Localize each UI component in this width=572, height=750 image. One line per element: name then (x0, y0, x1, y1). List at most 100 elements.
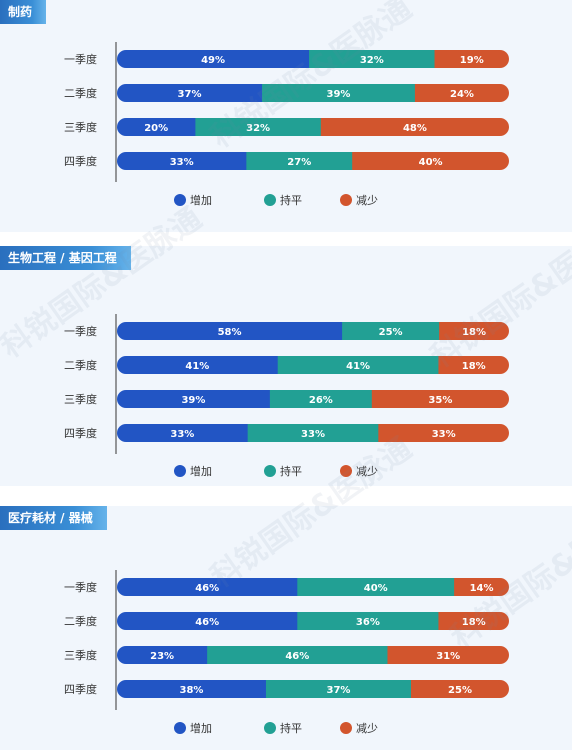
legend-label: 增加 (190, 721, 212, 735)
legend-marker (174, 722, 186, 734)
data-label: 40% (364, 583, 388, 594)
bar-segment (309, 50, 436, 68)
bar-segment (438, 356, 509, 374)
bar-segment (117, 152, 247, 170)
legend-label: 减少 (356, 722, 378, 735)
data-label: 19% (460, 55, 484, 66)
legend-label: 增加 (190, 193, 212, 207)
data-label: 49% (201, 55, 225, 66)
legend-marker (264, 194, 276, 206)
legend-label: 增加 (190, 464, 212, 478)
data-label: 23% (150, 651, 174, 662)
data-label: 46% (285, 651, 309, 662)
bar-segment (117, 84, 263, 102)
bar-segment (342, 322, 440, 340)
bar-segment (117, 578, 298, 596)
legend-marker (264, 465, 276, 477)
data-label: 20% (144, 123, 168, 134)
data-label: 38% (180, 685, 204, 696)
y-tick-label: 一季度 (64, 324, 97, 338)
bar-segment (414, 84, 509, 102)
bar-segment (262, 84, 416, 102)
data-label: 33% (170, 429, 194, 440)
y-tick-label: 三季度 (64, 120, 97, 134)
bar-segment (438, 612, 509, 630)
legend-label: 持平 (280, 193, 302, 207)
data-label: 32% (246, 123, 270, 134)
y-tick-label: 二季度 (64, 614, 97, 628)
data-label: 33% (301, 429, 325, 440)
bar-segment (117, 50, 310, 68)
bar-segment (439, 322, 509, 340)
bar-segment (117, 118, 196, 136)
data-label: 46% (195, 583, 219, 594)
data-label: 41% (346, 361, 370, 372)
chart-panel-pharma: 制药 一季度 49% 32% 19% 二季度 37% 39% 24% 三季度 20% 32% 48% 四… (0, 0, 572, 232)
legend-label: 减少 (356, 194, 378, 207)
y-tick-label: 二季度 (64, 86, 97, 100)
stacked-bar-chart: 一季度 46% 40% 14% 二季度 46% 36% 18% 三季度 23% 46% 31% 四季度 3… (64, 570, 509, 735)
legend-marker (174, 465, 186, 477)
legend-marker (340, 722, 352, 734)
bar-segment (371, 390, 509, 408)
data-label: 40% (419, 157, 443, 168)
chart-title: 生物工程 / 基因工程 (0, 246, 131, 270)
legend-label: 持平 (280, 464, 302, 478)
chart-title: 制药 (0, 0, 47, 24)
y-tick-label: 四季度 (64, 426, 97, 440)
bar-segment (352, 152, 509, 170)
bar-segment (297, 612, 439, 630)
stacked-bar-chart: 一季度 58% 25% 18% 二季度 41% 41% 18% 三季度 39% 26% 35% 四季度 3… (64, 314, 509, 478)
data-label: 39% (327, 89, 351, 100)
bar-segment (411, 680, 509, 698)
data-label: 31% (436, 651, 460, 662)
bar-segment (320, 118, 509, 136)
stacked-bar-chart: 一季度 49% 32% 19% 二季度 37% 39% 24% 三季度 20% 32% 48% 四季度 3… (64, 42, 509, 207)
bar-segment (117, 424, 249, 442)
chart-title: 医疗耗材 / 器械 (0, 506, 107, 530)
bar-segment (269, 390, 373, 408)
legend-label: 持平 (280, 721, 302, 735)
data-label: 14% (470, 583, 494, 594)
legend-marker (340, 194, 352, 206)
data-label: 46% (195, 617, 219, 628)
bar-segment (117, 390, 271, 408)
data-label: 26% (309, 395, 333, 406)
y-tick-label: 二季度 (64, 358, 97, 372)
bar-segment (117, 680, 267, 698)
data-label: 25% (379, 327, 403, 338)
data-label: 48% (403, 123, 427, 134)
bar-segment (195, 118, 322, 136)
data-label: 18% (462, 617, 486, 628)
data-label: 37% (178, 89, 202, 100)
data-label: 18% (462, 327, 486, 338)
data-label: 36% (356, 617, 380, 628)
data-label: 32% (360, 55, 384, 66)
data-label: 27% (287, 157, 311, 168)
legend-marker (264, 722, 276, 734)
bar-segment (246, 152, 353, 170)
bar-segment (387, 646, 509, 664)
bar-segment (277, 356, 439, 374)
chart-panel-biotech: 生物工程 / 基因工程 一季度 58% 25% 18% 二季度 41% 41% 18% 三季度 3… (0, 246, 572, 486)
data-label: 24% (450, 89, 474, 100)
data-label: 25% (448, 685, 472, 696)
data-label: 37% (327, 685, 351, 696)
bar-segment (117, 646, 208, 664)
bar-segment (117, 612, 298, 630)
y-tick-label: 一季度 (64, 580, 97, 594)
data-label: 39% (181, 395, 205, 406)
y-tick-label: 一季度 (64, 52, 97, 66)
bar-segment (247, 424, 379, 442)
bar-segment (378, 424, 509, 442)
bar-segment (454, 578, 509, 596)
bar-segment (434, 50, 509, 68)
data-label: 33% (170, 157, 194, 168)
legend-label: 减少 (356, 465, 378, 478)
data-label: 33% (432, 429, 456, 440)
y-tick-label: 三季度 (64, 392, 97, 406)
bar-segment (207, 646, 388, 664)
bar-segment (297, 578, 455, 596)
y-tick-label: 四季度 (64, 682, 97, 696)
legend-marker (174, 194, 186, 206)
